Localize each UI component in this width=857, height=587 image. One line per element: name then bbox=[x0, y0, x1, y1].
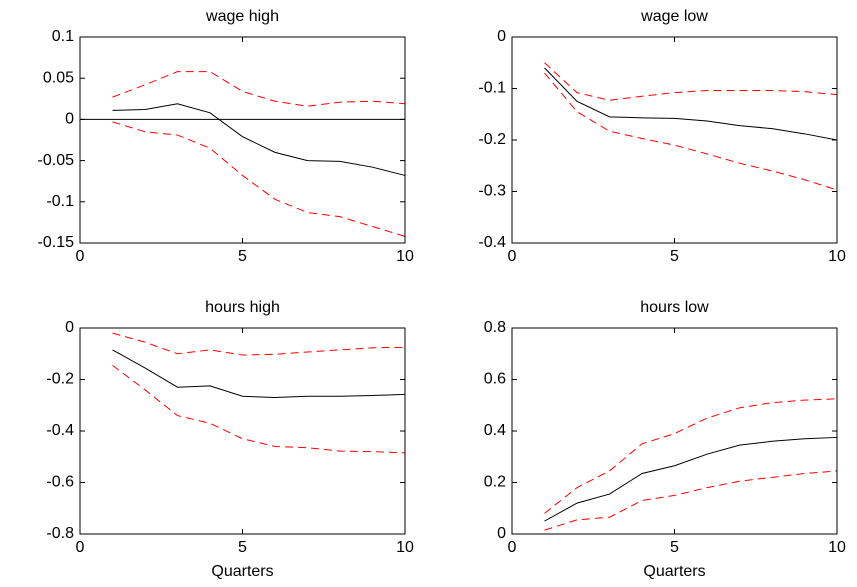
series-line bbox=[112, 332, 406, 356]
y-tick-label: -0.6 bbox=[46, 474, 74, 491]
x-tick-label: 5 bbox=[670, 248, 679, 265]
y-tick-label: 0.2 bbox=[484, 474, 506, 491]
y-tick-label: 0 bbox=[65, 319, 74, 336]
panel-title: wage high bbox=[205, 8, 279, 25]
series-line bbox=[544, 62, 838, 101]
x-tick-label: 0 bbox=[76, 539, 85, 556]
y-tick-label: -0.2 bbox=[478, 131, 506, 148]
y-tick-label: -0.1 bbox=[478, 80, 506, 97]
y-tick-label: -0.3 bbox=[478, 183, 506, 200]
x-tick-label: 5 bbox=[670, 539, 679, 556]
y-tick-label: 0.8 bbox=[484, 319, 506, 336]
y-tick-label: 0.6 bbox=[484, 371, 506, 388]
series-line bbox=[112, 121, 406, 237]
x-tick-label: 10 bbox=[396, 539, 414, 556]
x-tick-label: 10 bbox=[828, 539, 846, 556]
x-tick-label: 0 bbox=[508, 248, 517, 265]
series-line bbox=[544, 470, 838, 531]
plot-frame bbox=[511, 327, 838, 535]
series-line bbox=[112, 103, 406, 176]
y-tick-label: -0.1 bbox=[46, 193, 74, 210]
y-tick-label: -0.05 bbox=[38, 152, 75, 169]
panel-title: hours low bbox=[640, 299, 709, 316]
plot-frame bbox=[511, 36, 838, 244]
y-tick-label: -0.8 bbox=[46, 525, 74, 542]
y-tick-label: -0.2 bbox=[46, 371, 74, 388]
panel-title: wage low bbox=[640, 8, 708, 25]
y-tick-label: 0 bbox=[497, 28, 506, 45]
y-tick-label: 0 bbox=[497, 525, 506, 542]
series-line bbox=[112, 349, 406, 399]
plot-frame bbox=[79, 36, 406, 244]
x-tick-label: 0 bbox=[76, 248, 85, 265]
series-line bbox=[544, 398, 838, 514]
panel-title: hours high bbox=[205, 299, 280, 316]
series-line bbox=[112, 364, 406, 454]
x-tick-label: 0 bbox=[508, 539, 517, 556]
x-tick-label: 10 bbox=[396, 248, 414, 265]
y-tick-label: 0.1 bbox=[52, 28, 74, 45]
y-tick-label: -0.15 bbox=[38, 234, 75, 251]
y-tick-label: 0 bbox=[65, 111, 74, 128]
series-line bbox=[544, 67, 838, 141]
y-tick-label: -0.4 bbox=[478, 234, 506, 251]
x-axis-label: Quarters bbox=[211, 563, 273, 580]
x-tick-label: 10 bbox=[828, 248, 846, 265]
x-axis-label: Quarters bbox=[643, 563, 705, 580]
plot-frame bbox=[79, 327, 406, 535]
x-tick-label: 5 bbox=[238, 248, 247, 265]
series-line bbox=[112, 71, 406, 107]
y-tick-label: 0.4 bbox=[484, 422, 506, 439]
series-line bbox=[544, 72, 838, 191]
y-tick-label: 0.05 bbox=[43, 69, 74, 86]
y-tick-label: -0.4 bbox=[46, 422, 74, 439]
series-line bbox=[544, 436, 838, 522]
x-tick-label: 5 bbox=[238, 539, 247, 556]
